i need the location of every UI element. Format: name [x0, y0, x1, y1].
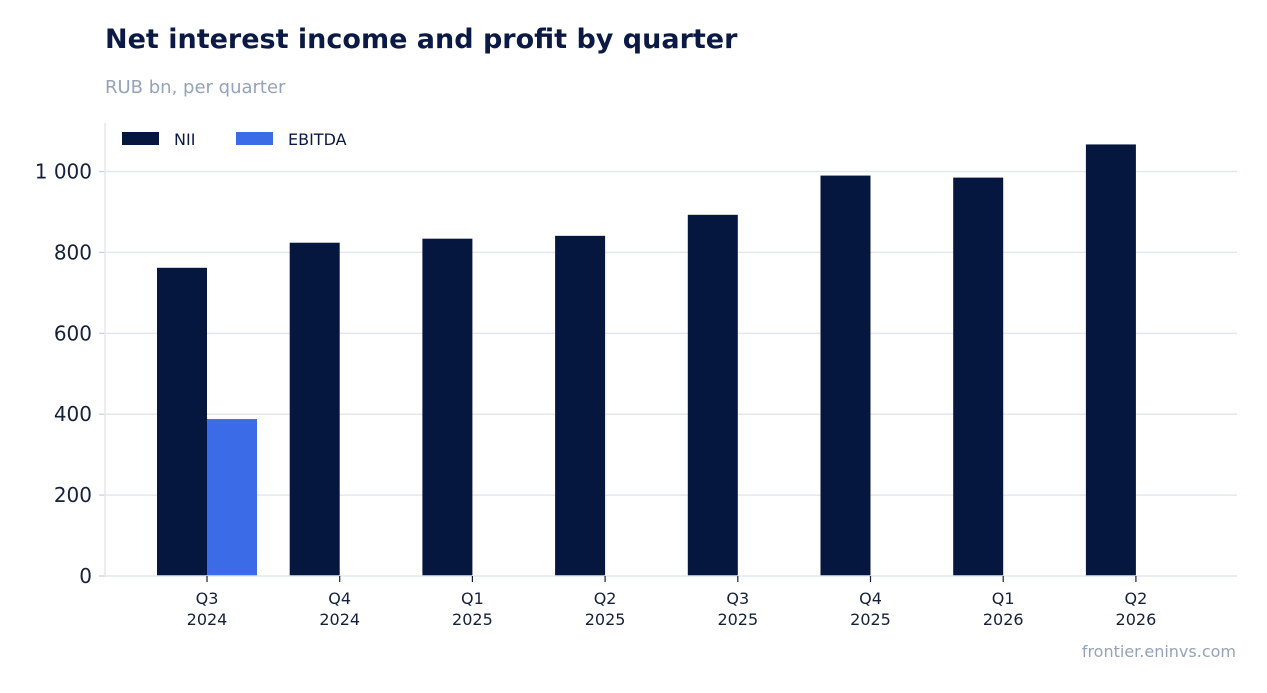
x-tick-label-quarter: Q4	[328, 589, 351, 608]
x-tick-label-year: 2026	[983, 610, 1024, 629]
bar-nii-7	[1085, 144, 1136, 577]
y-tick-label: 0	[79, 564, 92, 588]
y-tick-label: 1 000	[35, 160, 92, 184]
axes: 0 200 400 600 800 1 000 Q3 2024 Q4 2024 Q1 2025 Q2 20…	[35, 123, 1237, 629]
x-tick-label-quarter: Q4	[859, 589, 882, 608]
x-tick-label-quarter: Q3	[726, 589, 749, 608]
bar-nii-0	[157, 267, 207, 576]
x-tick-label-year: 2025	[585, 610, 626, 629]
bars	[157, 144, 1136, 577]
legend-label-nii: NII	[174, 130, 195, 149]
bar-nii-4	[687, 214, 738, 576]
y-tick-label: 600	[54, 321, 92, 345]
y-tick-label: 200	[54, 483, 92, 507]
source-credit: frontier.eninvs.com	[1081, 642, 1236, 661]
x-tick-label-year: 2025	[850, 610, 891, 629]
x-tick-label-quarter: Q2	[1125, 589, 1148, 608]
legend-swatch-ebitda	[236, 132, 273, 145]
x-tick-label-year: 2026	[1116, 610, 1157, 629]
x-tick-label-quarter: Q3	[196, 589, 219, 608]
legend-label-ebitda: EBITDA	[288, 130, 347, 149]
bar-nii-6	[953, 177, 1004, 577]
bar-nii-2	[422, 238, 473, 576]
bar-nii-3	[555, 235, 606, 577]
bar-ebitda-0	[207, 419, 257, 576]
x-tick-label-quarter: Q1	[461, 589, 484, 608]
x-tick-label-year: 2025	[452, 610, 493, 629]
x-tick-label-quarter: Q2	[594, 589, 617, 608]
x-tick-label-year: 2024	[187, 610, 228, 629]
x-tick-label-year: 2024	[319, 610, 360, 629]
chart-subtitle: RUB bn, per quarter	[105, 77, 286, 98]
y-tick-label: 400	[54, 402, 92, 426]
bar-nii-5	[820, 175, 871, 576]
chart-title: Net interest income and profit by quarte…	[105, 24, 738, 55]
x-tick-label-quarter: Q1	[992, 589, 1015, 608]
y-tick-label: 800	[54, 240, 92, 264]
bar-nii-1	[289, 242, 340, 576]
legend: NII EBITDA	[122, 130, 347, 149]
legend-swatch-nii	[122, 132, 159, 145]
grid-lines	[105, 170, 1237, 496]
x-tick-label-year: 2025	[717, 610, 758, 629]
